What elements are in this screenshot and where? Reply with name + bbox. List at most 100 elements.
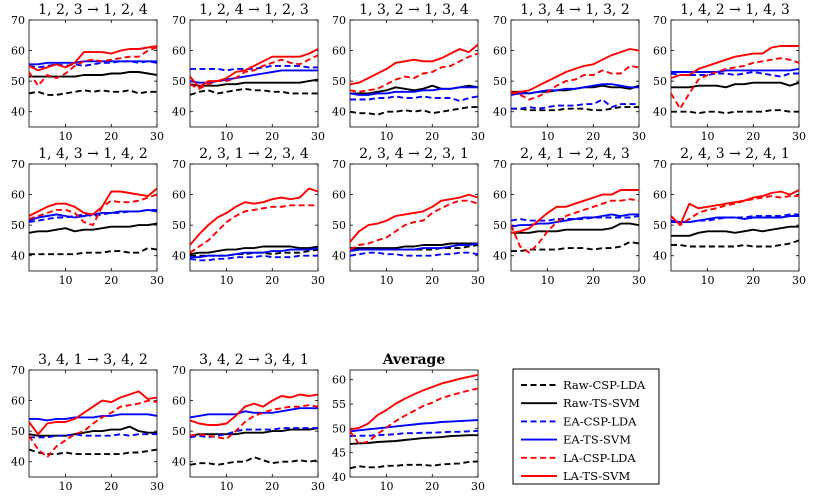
- series-line-ea-csp-lda: [511, 215, 639, 222]
- y-tick-label: 70: [493, 14, 507, 27]
- y-tick-label: 50: [11, 75, 25, 88]
- series-line-ea-ts-svm: [29, 413, 157, 422]
- y-tick-label: 50: [11, 219, 25, 232]
- x-tick-label: 20: [746, 130, 760, 143]
- series-line-la-csp-lda: [671, 57, 799, 110]
- panel-title: 1, 4, 2 → 1, 4, 3: [680, 2, 790, 18]
- panel-title: 3, 4, 2 → 3, 4, 1: [199, 352, 309, 368]
- x-tick-label: 30: [632, 274, 646, 287]
- series-line-raw-ts-svm: [671, 225, 799, 237]
- panel-title: 3, 4, 1 → 3, 4, 2: [38, 352, 148, 368]
- series-line-la-ts-svm: [350, 193, 478, 243]
- series-line-la-csp-lda: [190, 404, 318, 440]
- panel-11: 3, 4, 1 → 3, 4, 2 10 20 30 40 50 60 70: [11, 352, 164, 493]
- panel-5: 1, 4, 2 → 1, 4, 3 10 20 30 40 50 60 70: [653, 2, 806, 143]
- x-tick-label: 30: [632, 130, 646, 143]
- panel-12: 3, 4, 2 → 3, 4, 1 10 20 30 40 50 60 70: [172, 352, 325, 493]
- series-line-raw-csp-lda: [671, 239, 799, 248]
- y-tick-label: 60: [172, 395, 186, 408]
- series-line-raw-ts-svm: [29, 222, 157, 234]
- series-line-raw-ts-svm: [671, 81, 799, 89]
- y-tick-label: 50: [332, 219, 346, 232]
- series-line-la-csp-lda: [350, 52, 478, 93]
- y-tick-label: 50: [11, 425, 25, 438]
- plot-area: [189, 369, 319, 478]
- x-tick-label: 30: [311, 480, 325, 493]
- series-line-la-csp-lda: [671, 195, 799, 227]
- panel-7: 2, 3, 1 → 2, 3, 4 10 20 30 40 50 60 70: [172, 146, 325, 287]
- x-tick-label: 30: [792, 274, 806, 287]
- y-tick-label: 70: [11, 14, 25, 27]
- series-line-la-csp-lda: [511, 64, 639, 101]
- panel-title: 2, 3, 4 → 2, 3, 1: [359, 146, 469, 162]
- series-line-ea-csp-lda: [190, 64, 318, 72]
- y-tick-label: 50: [332, 422, 346, 435]
- y-tick-label: 55: [332, 398, 346, 411]
- x-tick-label: 20: [104, 274, 118, 287]
- x-tick-label: 30: [471, 274, 485, 287]
- panel-title: 1, 3, 2 → 1, 3, 4: [359, 2, 469, 18]
- x-tick-label: 10: [220, 130, 234, 143]
- x-tick-label: 10: [59, 274, 73, 287]
- y-tick-label: 70: [332, 14, 346, 27]
- x-tick-label: 10: [541, 274, 555, 287]
- panel-title: Average: [382, 352, 446, 368]
- panel-title: 1, 4, 3 → 1, 4, 2: [38, 146, 148, 162]
- x-tick-label: 10: [220, 274, 234, 287]
- y-tick-label: 40: [493, 106, 507, 119]
- panel-1: 1, 2, 3 → 1, 2, 4 10 20 30 40 50 60 70: [11, 2, 164, 143]
- series-line-ea-ts-svm: [190, 407, 318, 419]
- series-line-la-ts-svm: [190, 187, 318, 246]
- panel-10: 2, 4, 3 → 2, 4, 1 10 20 30 40 50 60 70: [653, 146, 806, 287]
- y-tick-label: 50: [332, 75, 346, 88]
- y-tick-label: 70: [172, 14, 186, 27]
- x-tick-label: 20: [265, 480, 279, 493]
- plot-area: [28, 19, 158, 128]
- y-tick-label: 50: [653, 219, 667, 232]
- legend-box: [512, 368, 660, 485]
- x-tick-label: 10: [380, 274, 394, 287]
- legend-label-la-ts-svm: LA-TS-SVM: [563, 469, 630, 483]
- series-line-ea-ts-svm: [190, 247, 318, 259]
- y-tick-label: 50: [653, 75, 667, 88]
- x-tick-label: 20: [425, 274, 439, 287]
- y-tick-label: 60: [332, 374, 346, 387]
- series-line-la-csp-lda: [350, 387, 478, 445]
- panel-title: 2, 3, 1 → 2, 3, 4: [199, 146, 309, 162]
- series-line-ea-csp-lda: [29, 433, 157, 439]
- y-tick-label: 40: [11, 456, 25, 469]
- x-tick-label: 20: [746, 274, 760, 287]
- series-line-ea-ts-svm: [671, 215, 799, 224]
- x-tick-label: 10: [541, 130, 555, 143]
- series-line-ea-ts-svm: [350, 86, 478, 96]
- y-tick-label: 70: [493, 158, 507, 171]
- series-line-raw-ts-svm: [190, 245, 318, 256]
- series-line-la-csp-lda: [511, 198, 639, 254]
- series-line-la-ts-svm: [671, 45, 799, 79]
- series-group: [190, 393, 318, 466]
- series-line-ea-ts-svm: [350, 419, 478, 433]
- x-tick-label: 10: [380, 480, 394, 493]
- series-group: [190, 187, 318, 262]
- legend: Raw-CSP-LDA Raw-TS-SVM EA-CSP-LDA EA-TS-SVM…: [512, 368, 660, 485]
- series-line-raw-csp-lda: [511, 106, 639, 112]
- x-tick-label: 20: [265, 130, 279, 143]
- x-tick-label: 20: [425, 480, 439, 493]
- y-tick-label: 50: [172, 219, 186, 232]
- x-tick-label: 10: [701, 274, 715, 287]
- y-tick-label: 60: [11, 189, 25, 202]
- series-line-la-csp-lda: [29, 46, 157, 87]
- series-group: [671, 45, 799, 115]
- series-line-la-ts-svm: [190, 393, 318, 426]
- y-tick-label: 60: [653, 45, 667, 58]
- series-line-ea-csp-lda: [350, 429, 478, 438]
- y-tick-label: 60: [653, 189, 667, 202]
- series-group: [671, 189, 799, 248]
- series-line-ea-ts-svm: [29, 60, 157, 66]
- x-tick-label: 20: [586, 274, 600, 287]
- x-tick-label: 10: [220, 480, 234, 493]
- panel-9: 2, 4, 1 → 2, 4, 3 10 20 30 40 50 60 70: [493, 146, 646, 287]
- panel-title: 1, 3, 4 → 1, 3, 2: [520, 2, 630, 18]
